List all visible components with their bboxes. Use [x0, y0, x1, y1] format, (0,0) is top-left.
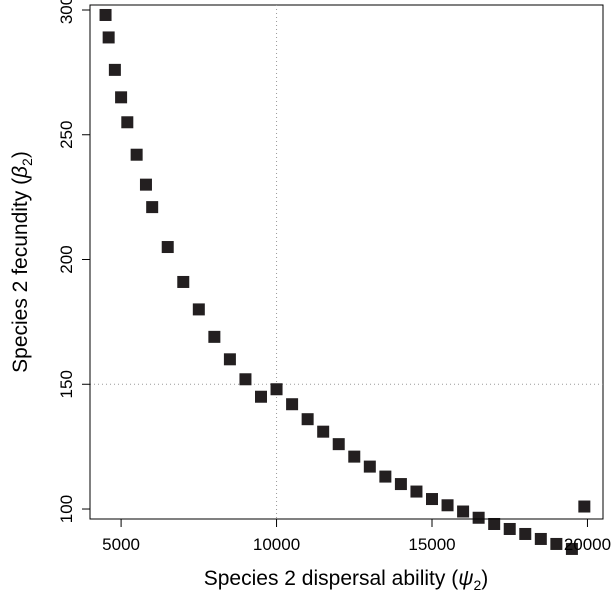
data-point: [503, 522, 516, 535]
data-point: [534, 532, 547, 545]
data-point: [115, 91, 128, 104]
y-axis: 100 150 200 250 300: [57, 0, 91, 523]
x-tick-label: 15000: [408, 535, 455, 554]
data-point: [139, 178, 152, 191]
data-point: [410, 485, 423, 498]
data-point: [208, 330, 221, 343]
data-point: [255, 390, 267, 403]
y-tick-label: 250: [57, 121, 76, 149]
data-point: [441, 499, 454, 512]
data-point: [578, 500, 591, 513]
data-point: [146, 201, 159, 214]
data-point: [488, 517, 501, 530]
data-point: [550, 537, 563, 550]
x-axis-label-suffix: ): [481, 567, 488, 590]
data-point: [426, 493, 438, 506]
data-point: [332, 438, 345, 451]
data-point: [223, 353, 236, 366]
x-axis: 5000 10000 15000 20000: [102, 518, 611, 554]
data-points: [99, 8, 591, 555]
x-axis-label-symbol: ψ: [458, 567, 473, 590]
data-point: [519, 527, 532, 540]
data-point: [99, 8, 112, 21]
data-point: [565, 542, 578, 555]
data-point: [161, 241, 174, 254]
y-axis-label-prefix: Species 2 fecundity (: [9, 178, 32, 373]
x-tick-label: 5000: [102, 535, 140, 554]
data-point: [301, 413, 314, 426]
data-point: [348, 450, 361, 463]
data-point: [177, 275, 190, 288]
data-point: [286, 398, 299, 411]
data-point: [472, 511, 485, 524]
data-point: [379, 470, 392, 483]
data-point: [394, 478, 407, 491]
data-point: [108, 63, 121, 76]
reference-lines: [90, 5, 603, 519]
y-tick-label: 200: [57, 245, 76, 273]
y-axis-label-symbol: β: [9, 166, 32, 179]
x-tick-label: 10000: [253, 535, 300, 554]
x-axis-label-prefix: Species 2 dispersal ability (: [204, 567, 458, 590]
y-axis-label-suffix: ): [9, 151, 32, 158]
y-tick-label: 100: [57, 495, 76, 523]
data-point: [192, 303, 205, 316]
data-point: [121, 116, 134, 129]
y-axis-label-subscript: 2: [19, 158, 35, 166]
data-point: [270, 383, 283, 396]
data-point: [130, 148, 143, 161]
y-tick-label: 150: [57, 370, 76, 398]
data-point: [457, 505, 470, 518]
data-point: [239, 373, 252, 386]
data-point: [102, 31, 115, 44]
plot-frame: [89, 4, 604, 520]
y-tick-label: 300: [57, 0, 76, 24]
data-point: [363, 460, 376, 473]
x-axis-label-subscript: 2: [473, 577, 481, 593]
x-tick-label: 20000: [564, 535, 611, 554]
data-point: [317, 425, 330, 438]
x-axis-label: Species 2 dispersal ability (ψ2): [204, 567, 489, 593]
y-axis-label: Species 2 fecundity (β2): [9, 151, 35, 373]
